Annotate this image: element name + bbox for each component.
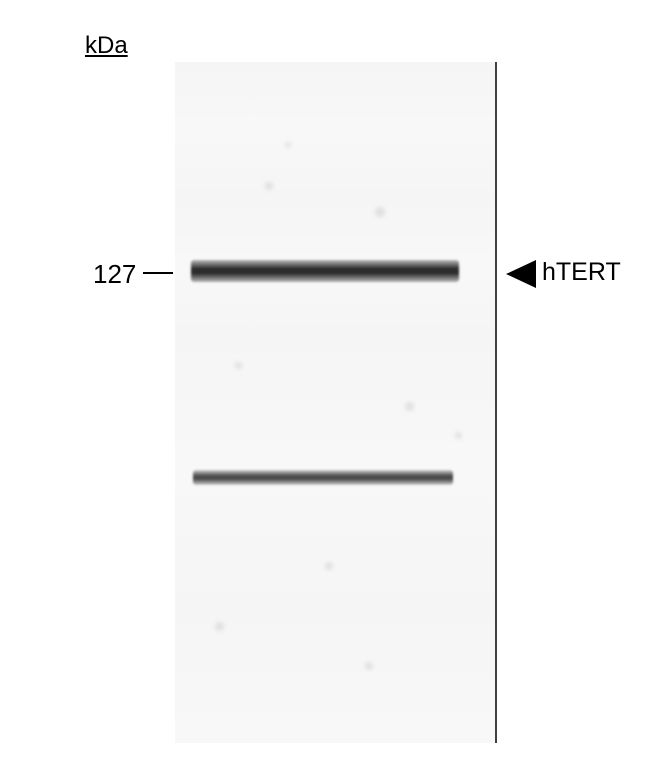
- figure-container: kDa 127 hTERT: [0, 0, 650, 783]
- noise-spot: [215, 622, 224, 631]
- noise-spot: [285, 142, 291, 148]
- kda-axis-label: kDa: [85, 32, 128, 60]
- noise-spot: [455, 432, 462, 439]
- molecular-weight-marker: 127: [93, 259, 136, 290]
- noise-spot: [365, 662, 373, 670]
- arrow-left-icon: [506, 260, 536, 288]
- western-blot-membrane: [175, 62, 497, 743]
- noise-spot: [235, 362, 242, 369]
- noise-spot: [265, 182, 273, 190]
- secondary-protein-band: [193, 470, 453, 485]
- noise-spot: [375, 207, 385, 217]
- protein-name-label: hTERT: [542, 258, 621, 287]
- marker-tick-line: [143, 272, 173, 274]
- blot-background: [175, 62, 495, 743]
- htert-protein-band: [191, 260, 459, 282]
- noise-spot: [405, 402, 414, 411]
- noise-spot: [325, 562, 333, 570]
